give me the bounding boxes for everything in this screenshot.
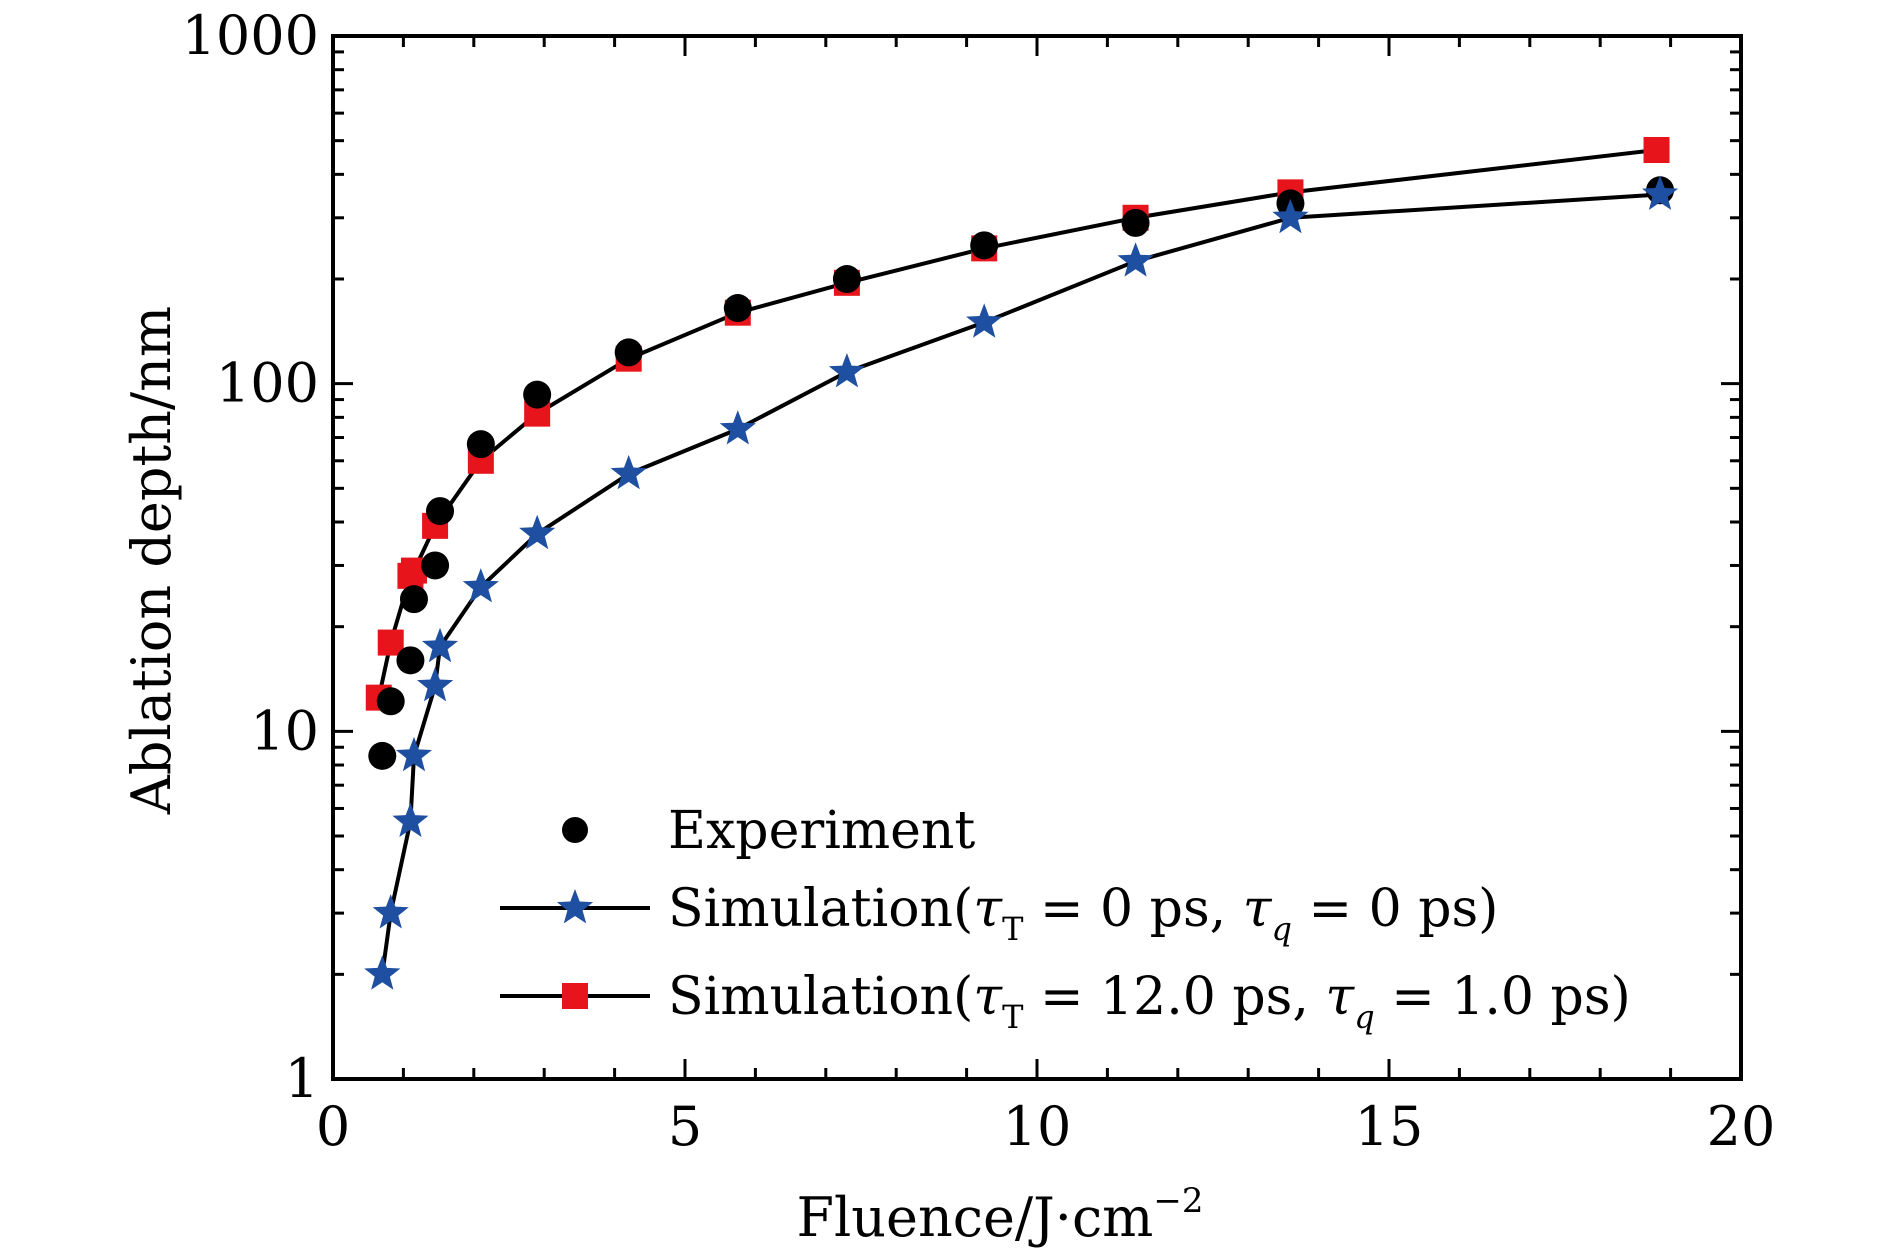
data-point-experiment — [1121, 208, 1150, 237]
data-point-experiment — [523, 380, 552, 409]
data-point-experiment — [832, 265, 861, 294]
data-point-experiment — [723, 294, 752, 323]
legend-marker-experiment — [562, 817, 588, 843]
data-point-sim-1 — [372, 894, 409, 929]
data-point-sim-1 — [392, 802, 429, 837]
data-point-sim-1 — [828, 353, 865, 388]
data-point-sim-1 — [966, 303, 1003, 338]
y-tick-label: 1000 — [182, 4, 319, 67]
data-point-sim-1 — [462, 568, 499, 603]
data-point-sim-2 — [1643, 137, 1670, 164]
x-tick-label: 10 — [1003, 1095, 1072, 1158]
data-point-experiment — [421, 551, 450, 580]
legend-label-sim-1: Simulation(τT = 0 ps, τq = 0 ps) — [668, 879, 1498, 948]
legend-label-sim-2: Simulation(τT = 12.0 ps, τq = 1.0 ps) — [668, 967, 1631, 1036]
series-lines — [376, 148, 1661, 975]
data-point-experiment — [466, 430, 495, 459]
x-tick-label: 5 — [668, 1095, 702, 1158]
series-line-1 — [380, 192, 1661, 975]
data-point-sim-1 — [1272, 198, 1309, 234]
data-point-sim-1 — [395, 736, 432, 772]
data-point-sim-1 — [364, 955, 401, 990]
data-point-experiment — [396, 646, 425, 675]
axis-tick-labels: 0 5 10 15 20 1 10 100 1000 — [182, 4, 1776, 1158]
data-point-experiment — [368, 741, 397, 770]
x-tick-label: 20 — [1707, 1095, 1776, 1158]
legend: Experiment Simulation(τT = 0 ps, τq = 0 … — [500, 801, 1631, 1036]
legend-marker-sim-1 — [556, 889, 594, 924]
y-tick-label: 10 — [250, 699, 319, 762]
data-point-sim-1 — [1117, 242, 1154, 277]
data-point-sim-1 — [417, 667, 454, 702]
data-point-sim-1 — [610, 454, 647, 490]
y-tick-label: 1 — [285, 1047, 319, 1110]
data-point-sim-1 — [1642, 175, 1679, 210]
x-axis-title: Fluence/J·cm−2 — [796, 1181, 1203, 1249]
y-tick-label: 100 — [216, 352, 319, 415]
legend-marker-sim-2 — [562, 983, 588, 1009]
data-point-experiment — [426, 497, 455, 526]
series-line-2 — [376, 148, 1657, 699]
data-point-experiment — [614, 338, 643, 367]
x-tick-label: 15 — [1355, 1095, 1424, 1158]
legend-label-experiment: Experiment — [668, 801, 975, 861]
data-point-sim-1 — [519, 514, 556, 550]
data-point-experiment — [376, 687, 405, 716]
y-axis-title: Ablation depth/nm — [120, 306, 183, 815]
data-point-experiment — [970, 231, 999, 260]
data-point-sim-1 — [719, 410, 756, 445]
x-tick-label: 0 — [316, 1095, 350, 1158]
series-points — [364, 137, 1679, 990]
data-point-experiment — [399, 585, 428, 614]
data-point-sim-2 — [377, 629, 404, 656]
axis-ticks — [331, 36, 1743, 1081]
data-point-sim-1 — [421, 627, 459, 663]
